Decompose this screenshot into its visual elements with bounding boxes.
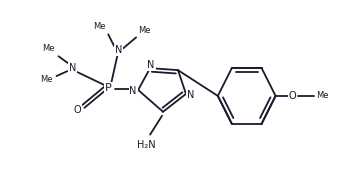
- Text: N: N: [187, 90, 195, 100]
- Text: O: O: [74, 105, 81, 115]
- Text: Me: Me: [138, 26, 150, 35]
- Text: Me: Me: [42, 44, 55, 53]
- Text: Me: Me: [93, 22, 105, 31]
- Text: N: N: [69, 63, 76, 73]
- Text: N: N: [114, 45, 122, 55]
- Text: N: N: [129, 86, 137, 96]
- Text: P: P: [105, 83, 112, 93]
- Text: N: N: [147, 60, 155, 70]
- Text: O: O: [289, 91, 296, 101]
- Text: H₂N: H₂N: [137, 140, 155, 149]
- Text: Me: Me: [40, 75, 53, 83]
- Text: Me: Me: [316, 91, 329, 100]
